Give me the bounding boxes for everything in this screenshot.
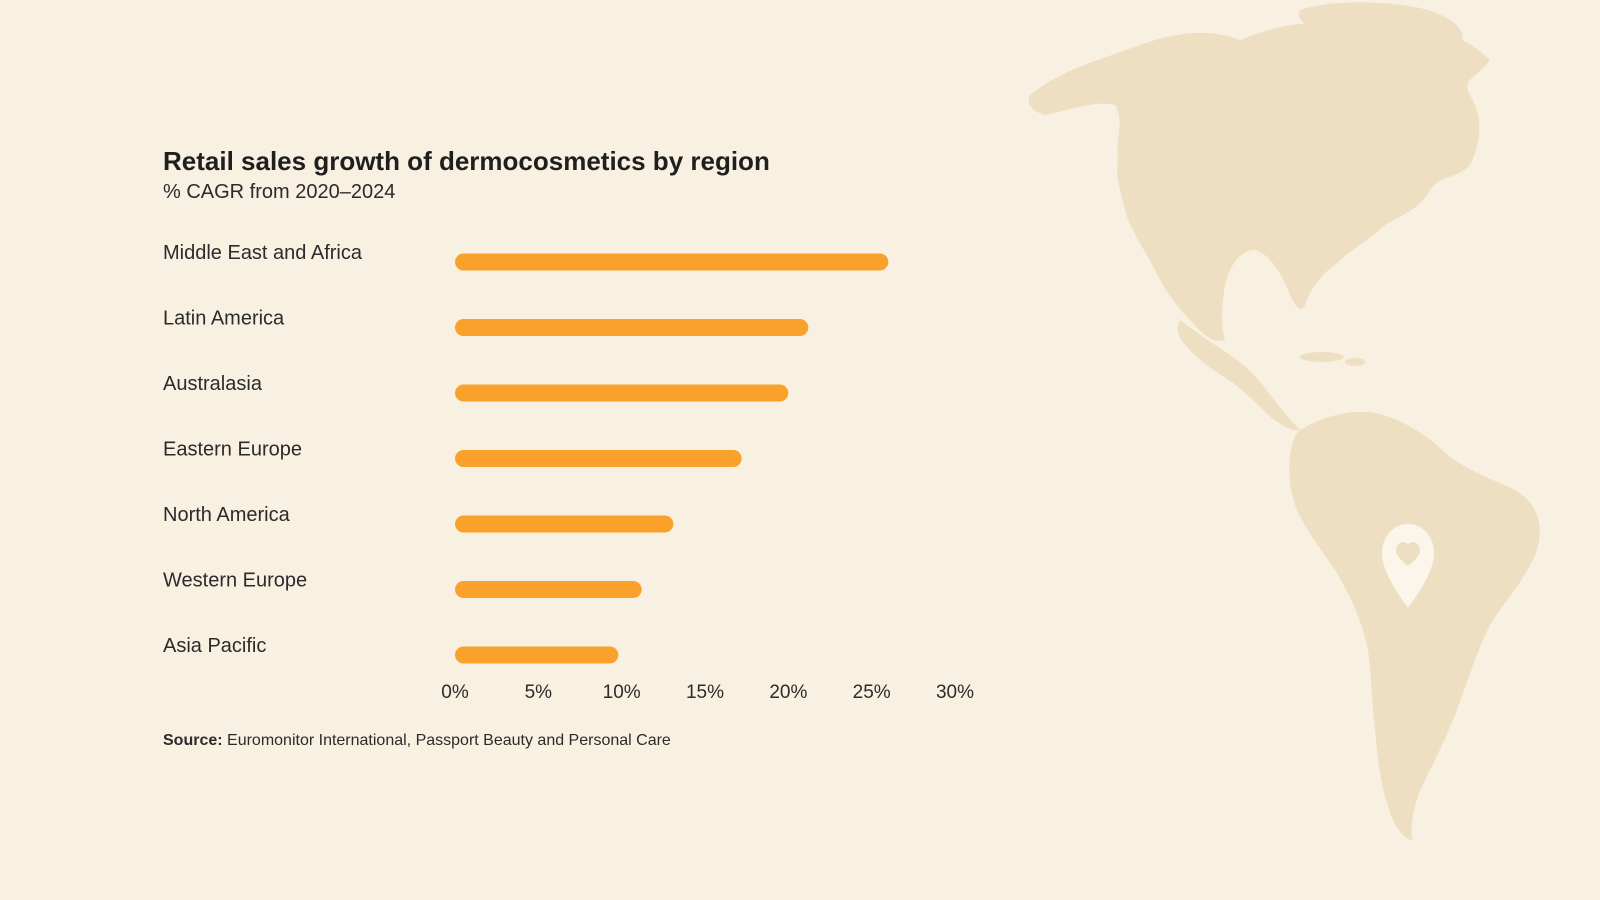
category-label-australasia: Australasia [163, 373, 263, 395]
category-label-asia-pacific: Asia Pacific [163, 635, 266, 657]
category-label-middle-east-and-africa: Middle East and Africa [163, 242, 363, 264]
x-tick-label: 30% [936, 682, 974, 703]
bar-eastern-europe [455, 450, 742, 467]
source-text: Euromonitor International, Passport Beau… [222, 732, 671, 749]
source-note: Source: Euromonitor International, Passp… [163, 732, 671, 750]
category-label-eastern-europe: Eastern Europe [163, 439, 302, 461]
chart-subtitle: % CAGR from 2020–2024 [163, 181, 396, 203]
x-tick-label: 5% [525, 682, 553, 703]
x-tick-label: 20% [769, 682, 807, 703]
x-tick-label: 0% [441, 682, 469, 703]
source-label: Source: [163, 732, 223, 749]
category-label-western-europe: Western Europe [163, 570, 307, 592]
bar-middle-east-and-africa [455, 253, 889, 271]
bar-western-europe [455, 581, 642, 598]
category-label-latin-america: Latin America [163, 308, 285, 330]
x-tick-label: 25% [853, 682, 891, 703]
americas-map-icon [1028, 2, 1540, 840]
bar-chart: Middle East and Africa Latin America Austr… [163, 242, 974, 703]
x-tick-label: 15% [686, 682, 724, 703]
bar-asia-pacific [455, 646, 619, 664]
bar-latin-america [455, 319, 809, 336]
bar-australasia [455, 384, 789, 402]
category-label-north-america: North America [163, 504, 291, 526]
chart-title: Retail sales growth of dermocosmetics by… [163, 146, 770, 176]
x-tick-label: 10% [603, 682, 641, 703]
heart-location-pin-icon [1382, 524, 1434, 608]
bar-north-america [455, 515, 674, 533]
